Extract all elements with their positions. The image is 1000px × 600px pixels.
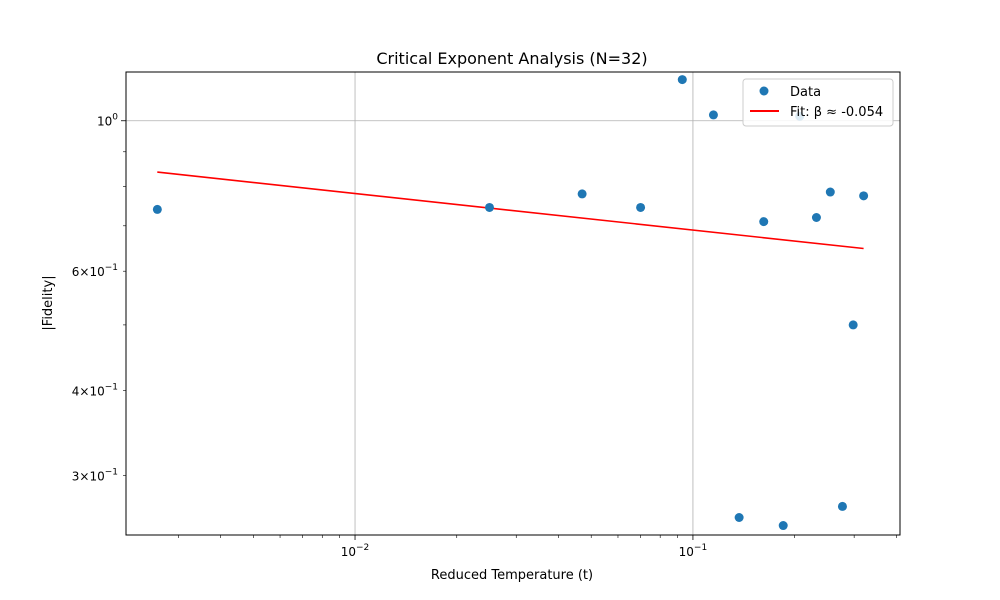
legend-label-data: Data [790, 85, 821, 100]
data-point [734, 512, 744, 522]
fit-line [157, 171, 864, 250]
data-point [811, 213, 821, 223]
data-point [837, 501, 847, 511]
x-axis-label: Reduced Temperature (t) [431, 568, 593, 583]
y-tick-label: 100 [97, 113, 118, 129]
y-axis-label: |Fidelity| [41, 275, 56, 330]
data-point [484, 202, 494, 212]
x-tick-label: 10−2 [341, 543, 370, 559]
data-point [152, 204, 162, 214]
data-point [708, 110, 718, 120]
y-tick-label: 6×10−1 [72, 263, 118, 279]
ticks-layer: 10−2 10−1 100 6×10−1 4×10−1 3×10−1 [72, 113, 897, 559]
data-point [825, 187, 835, 197]
legend-box [742, 78, 894, 127]
x-tick-label: 10−1 [679, 543, 708, 559]
data-point [577, 189, 587, 199]
data-point [778, 521, 788, 531]
legend-label-fit: Fit: β ≈ -0.054 [790, 105, 883, 120]
y-tick-label: 3×10−1 [72, 467, 118, 483]
data-point [636, 202, 646, 212]
chart-title: Critical Exponent Analysis (N=32) [376, 49, 647, 68]
data-point [677, 75, 687, 85]
data-point [848, 320, 858, 330]
plot-frame [125, 71, 901, 536]
data-point [759, 217, 769, 227]
y-tick-label: 4×10−1 [72, 383, 118, 399]
data-point [859, 191, 869, 201]
legend: Data Fit: β ≈ -0.054 [742, 78, 894, 127]
legend-marker-data [759, 86, 769, 96]
